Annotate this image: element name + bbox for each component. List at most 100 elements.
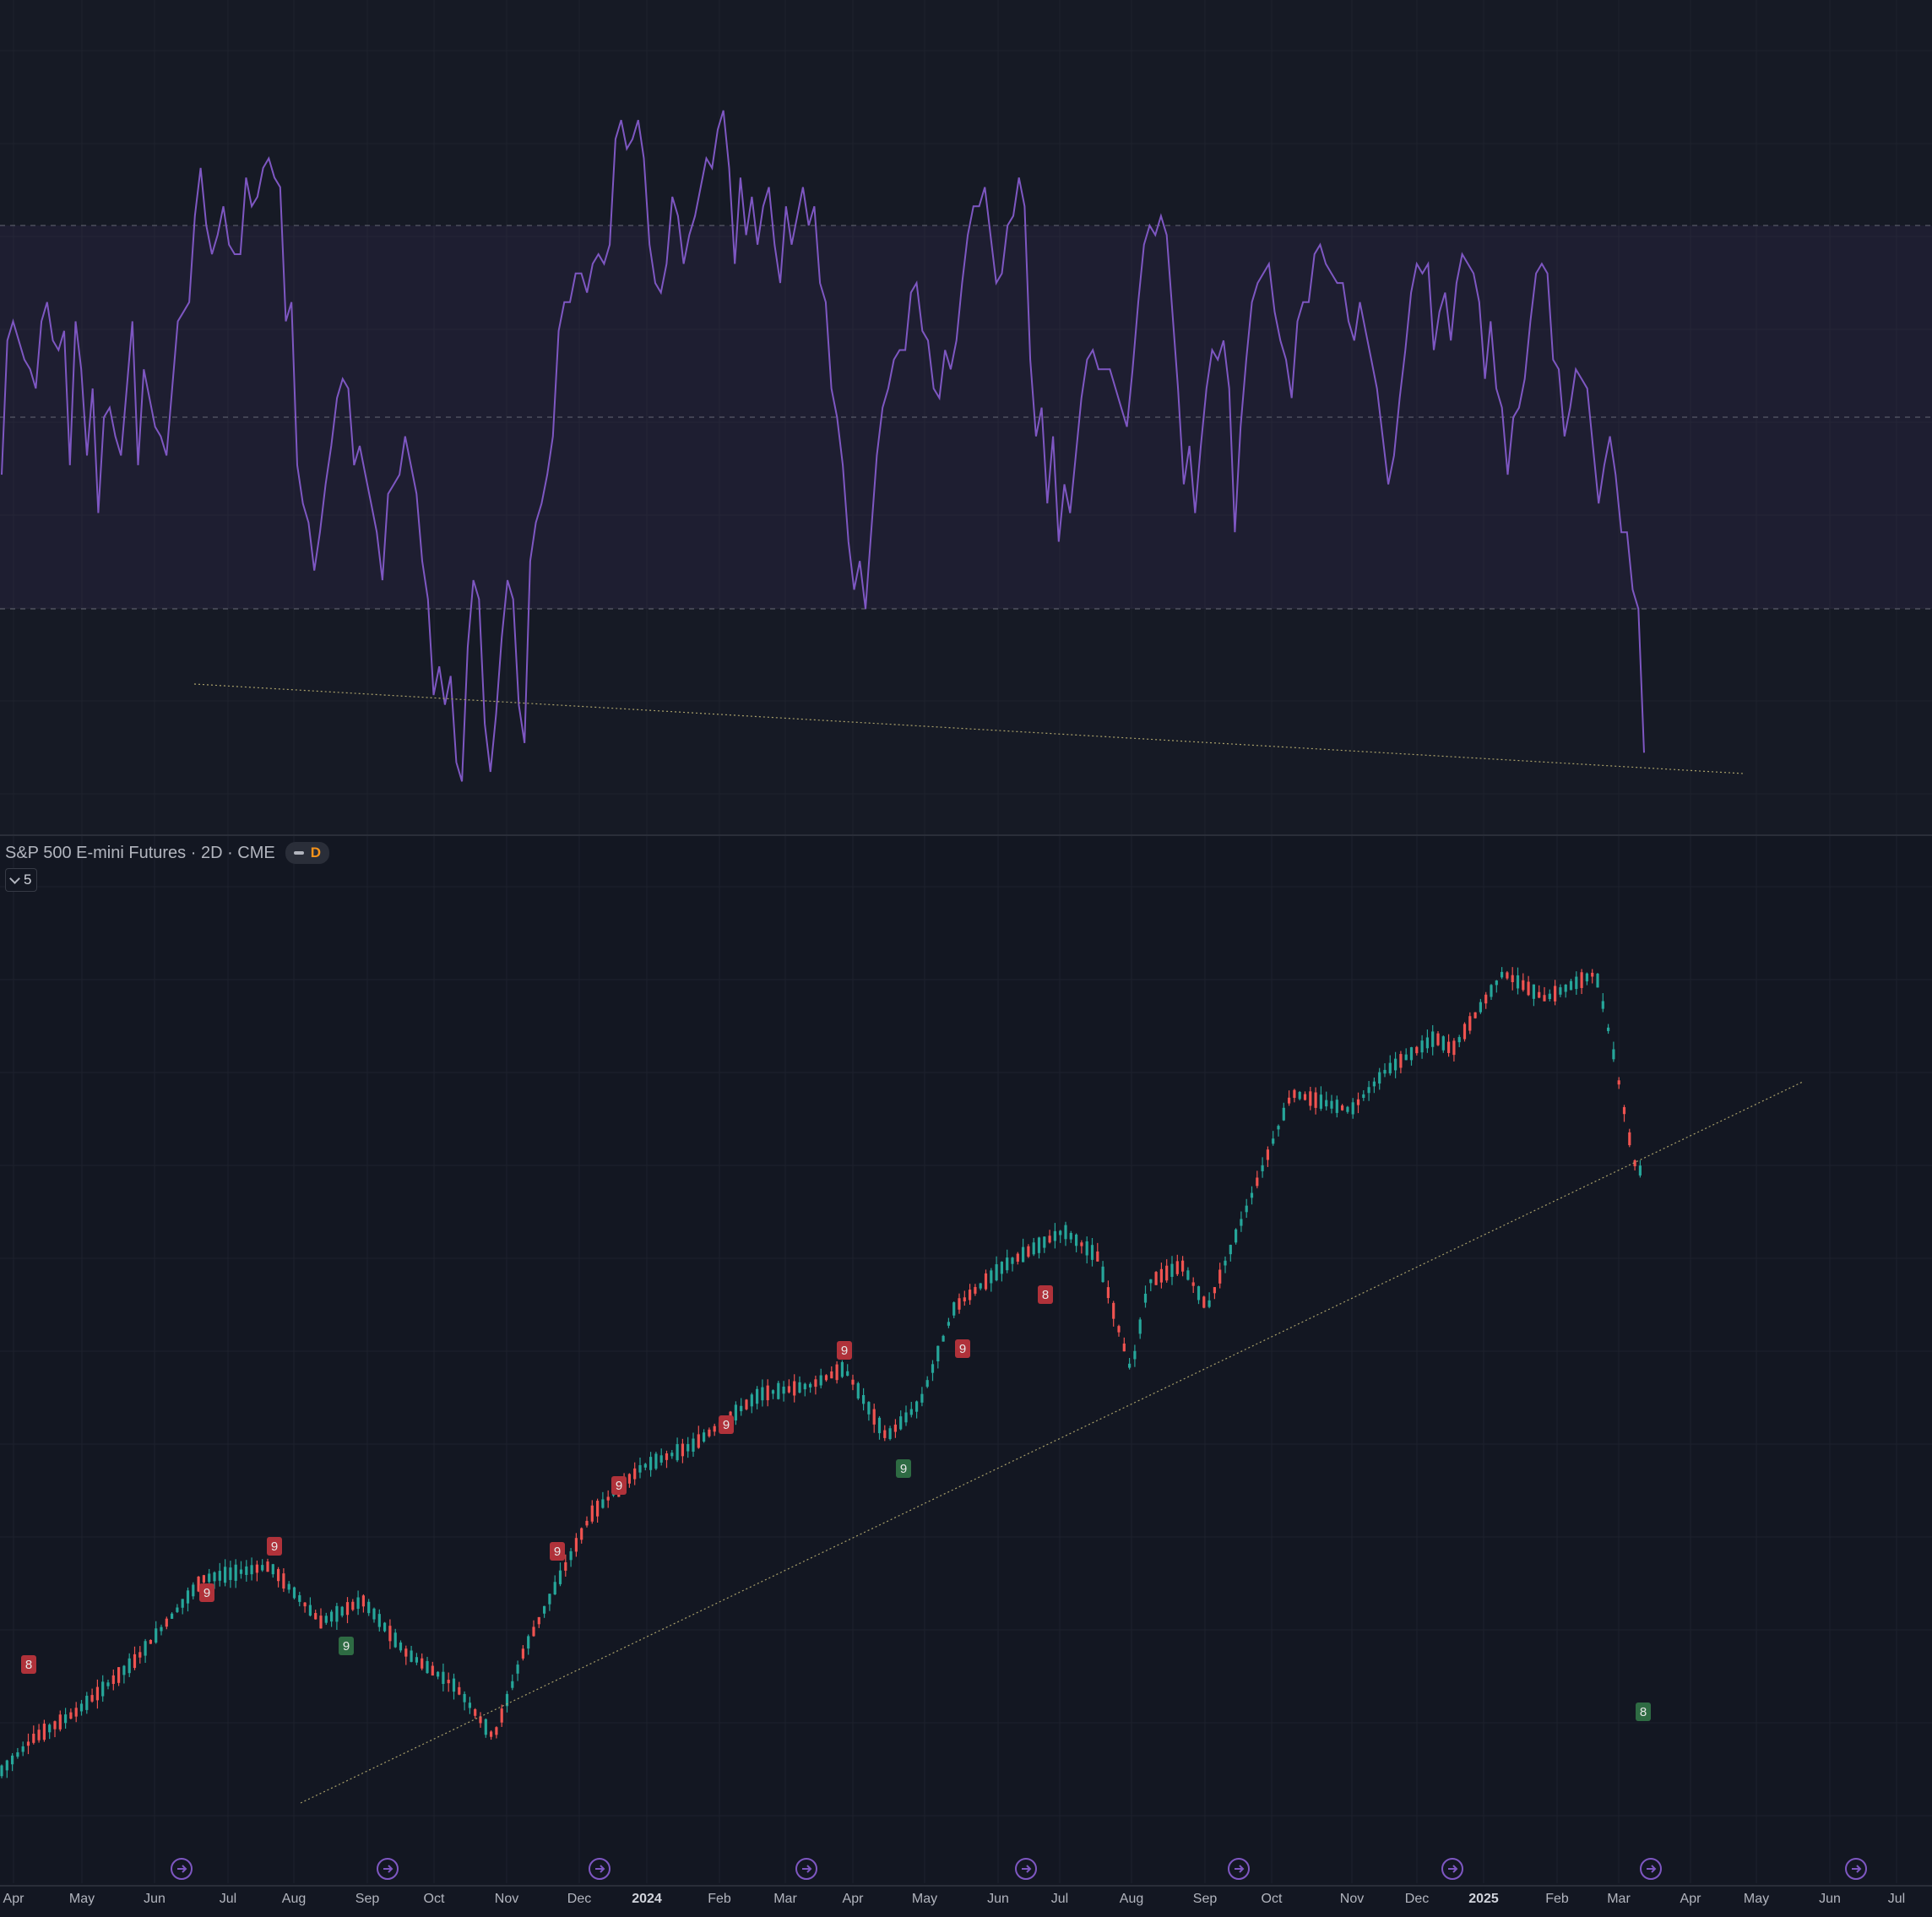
candle-body <box>893 1424 897 1432</box>
event-circle <box>1441 1858 1463 1880</box>
candle-body <box>1415 1046 1419 1054</box>
candle <box>255 1560 258 1582</box>
candle <box>330 1610 334 1627</box>
candle <box>186 1587 190 1612</box>
candle-body <box>990 1270 993 1284</box>
candle-body <box>224 1567 227 1583</box>
candle <box>165 1616 168 1630</box>
candle <box>1149 1279 1153 1291</box>
marker-label: 9 <box>204 1586 210 1600</box>
candle <box>1394 1051 1397 1078</box>
candle-body <box>1133 1350 1137 1360</box>
price-pane[interactable]: 8 9 9 9 9 9 9 9 9 9 8 8 S&P 500 E-mini Futures · 2D… <box>0 836 1932 1883</box>
candle-body <box>862 1394 866 1404</box>
candle-body <box>633 1468 637 1480</box>
symbol-title[interactable]: S&P 500 E-mini Futures · 2D · CME <box>5 843 275 862</box>
time-axis-label: May <box>1743 1892 1770 1906</box>
candle-body <box>1218 1269 1222 1284</box>
candle <box>1335 1095 1338 1118</box>
candle <box>128 1653 131 1677</box>
candle-body <box>42 1724 46 1741</box>
candle-body <box>713 1426 716 1432</box>
candle-body <box>1325 1100 1328 1107</box>
candle-body <box>442 1671 445 1684</box>
candle-body <box>659 1455 663 1463</box>
event-arrow <box>1448 1865 1458 1873</box>
candle-body <box>872 1409 876 1425</box>
sell-setup-marker: 9 <box>550 1542 565 1561</box>
marker-box <box>550 1542 565 1561</box>
candle <box>590 1500 594 1524</box>
candle-body <box>1580 972 1583 988</box>
candle <box>122 1664 126 1684</box>
candle <box>5 1759 8 1779</box>
sell-setup-marker: 8 <box>1038 1285 1053 1304</box>
candle-body <box>1479 1002 1482 1013</box>
candle-body <box>1399 1054 1403 1068</box>
candle-body <box>245 1566 248 1575</box>
time-axis-label: Sep <box>355 1892 380 1906</box>
candle <box>851 1374 855 1391</box>
candle-body <box>308 1605 312 1616</box>
candle <box>713 1423 716 1436</box>
candle <box>324 1612 328 1626</box>
candle-body <box>553 1582 556 1594</box>
support-trendline <box>300 1081 1804 1804</box>
indicators-collapse-button[interactable]: 5 <box>5 868 38 892</box>
candle <box>1452 1038 1456 1062</box>
candle <box>1479 998 1482 1014</box>
candle-body <box>1117 1326 1121 1333</box>
candle-body <box>239 1569 243 1574</box>
candle-body <box>1309 1091 1312 1106</box>
candle <box>670 1450 674 1459</box>
candle-body <box>505 1693 509 1707</box>
candle-body <box>1186 1270 1190 1280</box>
marker-box <box>719 1415 734 1434</box>
candle-body <box>1170 1263 1174 1277</box>
data-status-badge[interactable]: D <box>285 842 330 864</box>
candle-body <box>925 1380 929 1388</box>
candle-body <box>995 1264 998 1281</box>
candle-body <box>500 1708 503 1723</box>
candle-body <box>1527 981 1530 996</box>
candle-body <box>171 1613 174 1619</box>
candle <box>1064 1221 1067 1246</box>
candle-body <box>809 1383 812 1388</box>
candle-body <box>947 1322 950 1326</box>
marker-label: 8 <box>1640 1705 1647 1719</box>
candle <box>979 1283 982 1290</box>
candle <box>963 1290 966 1306</box>
candle-body <box>681 1443 684 1457</box>
candle-body <box>1436 1033 1440 1045</box>
candle <box>1559 984 1562 997</box>
candle <box>543 1605 546 1618</box>
time-axis[interactable]: Apr May Jun Jul Aug Sep Oct Nov Dec 2024 Feb Mar Apr… <box>0 1885 1932 1917</box>
candle <box>1516 967 1520 995</box>
rsi-pane[interactable] <box>0 0 1932 834</box>
candle <box>1143 1285 1148 1308</box>
candle-body <box>1272 1138 1275 1144</box>
candle <box>1022 1238 1025 1263</box>
candle <box>1075 1233 1078 1252</box>
candlestick-chart[interactable]: 8 9 9 9 9 9 9 9 9 9 8 8 <box>0 836 1932 1883</box>
candle <box>1053 1223 1056 1249</box>
candle <box>1202 1295 1206 1309</box>
candle-body <box>1601 1001 1604 1009</box>
candle <box>787 1379 790 1394</box>
candle <box>335 1602 339 1631</box>
candle-body <box>1569 980 1573 991</box>
candle-body <box>824 1375 828 1381</box>
pane-divider[interactable] <box>0 834 1932 836</box>
time-axis-label: Jul <box>1887 1892 1906 1906</box>
sell-setup-marker: 9 <box>837 1341 852 1360</box>
candle <box>1085 1236 1088 1264</box>
candle <box>479 1712 482 1728</box>
candle-body <box>777 1382 780 1399</box>
candle-body <box>415 1657 418 1663</box>
candle-body <box>1457 1037 1461 1043</box>
candle-body <box>229 1567 232 1580</box>
candle-body <box>1612 1049 1615 1060</box>
rsi-chart[interactable] <box>0 0 1932 834</box>
candle-body <box>1628 1132 1631 1146</box>
candle-body <box>261 1565 264 1571</box>
